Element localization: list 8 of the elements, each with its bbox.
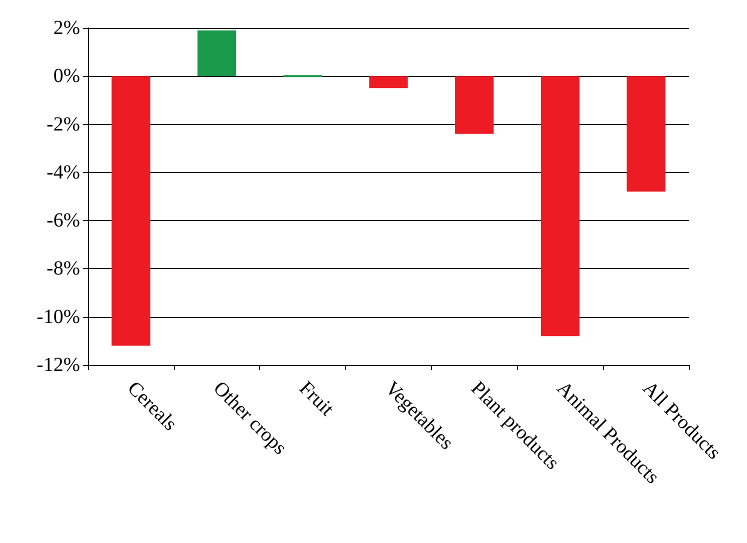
y-tick-label: -4%: [46, 161, 80, 184]
y-tick-label: -12%: [36, 354, 80, 376]
y-tick-label: -8%: [46, 258, 80, 280]
y-tick-label: -2%: [46, 113, 80, 136]
y-tick-label: -10%: [36, 306, 80, 328]
y-tick-label: 2%: [53, 17, 80, 39]
y-tick-label: -6%: [46, 210, 80, 232]
y-tick-label: 0%: [53, 65, 80, 88]
